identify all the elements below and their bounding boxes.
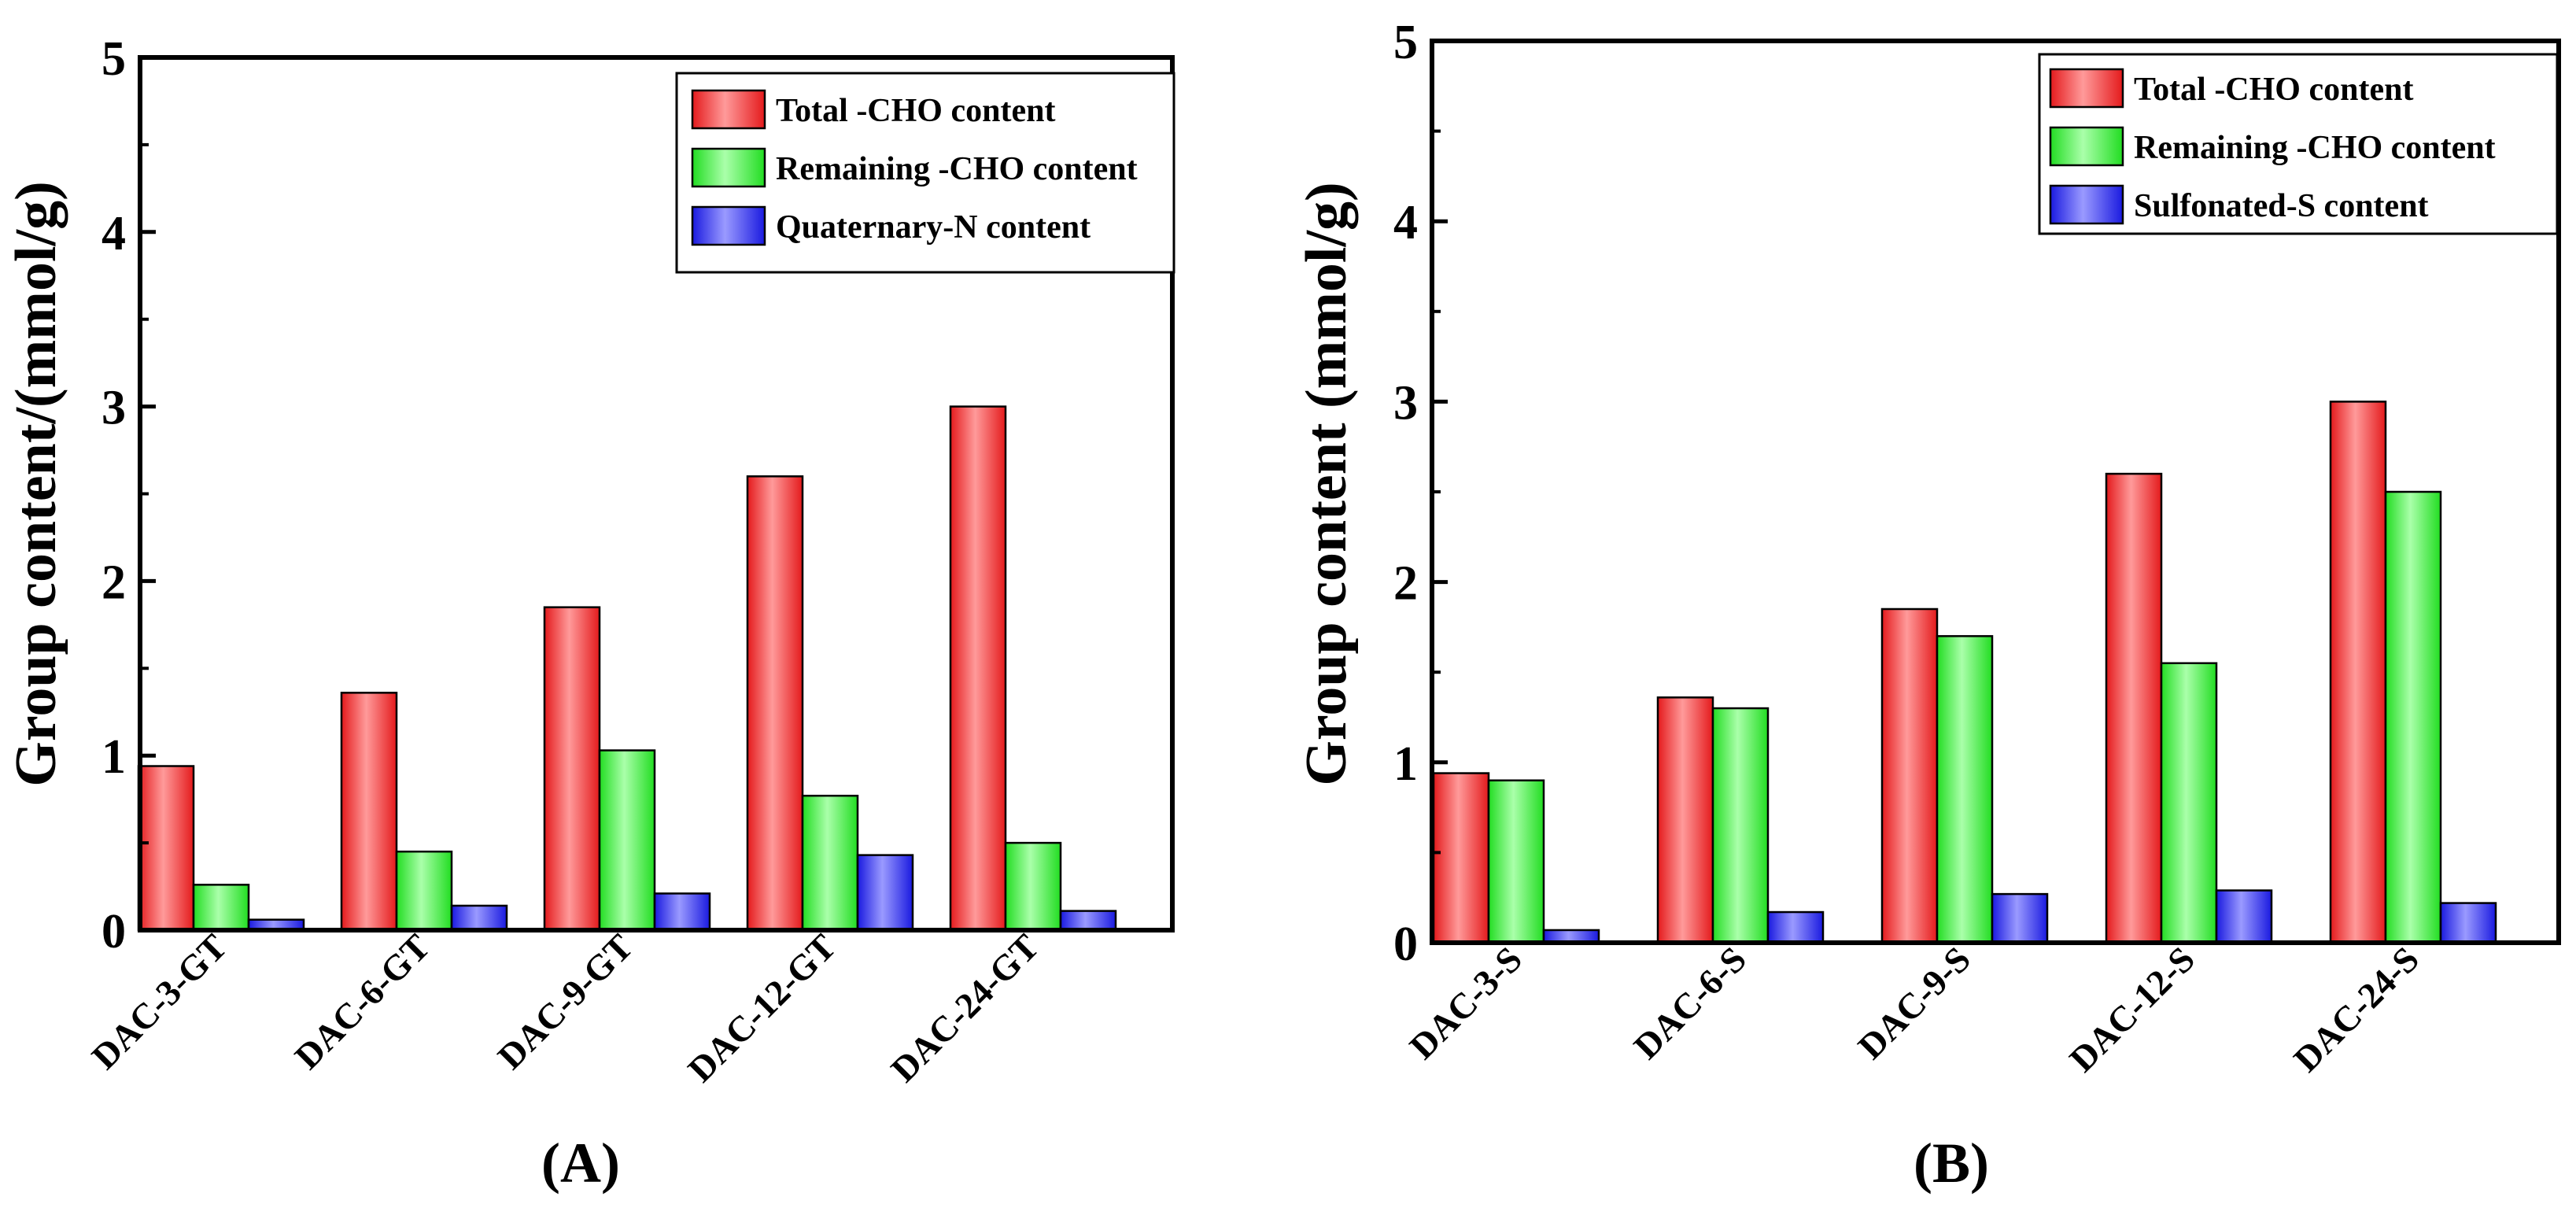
bar-dac-6-gt-remaining-cho-content [395, 850, 453, 932]
bar-dac-12-s-total-cho-content [2105, 472, 2163, 944]
y-tick-label: 3 [101, 382, 126, 435]
legend-swatch [691, 89, 766, 130]
y-tick-label: 3 [1393, 376, 1418, 430]
bar-dac-24-gt-total-cho-content [949, 405, 1007, 932]
y-tick-label: 4 [101, 207, 126, 260]
legend-item-remaining-cho-content: Remaining -CHO content [691, 147, 1138, 188]
panel-label: (B) [1914, 1132, 1989, 1195]
bar-dac-9-s-sulfonated-s-content [1991, 892, 2049, 944]
bar-dac-3-gt-total-cho-content [137, 765, 195, 932]
bar-dac-24-gt-quaternary-n-content [1059, 910, 1117, 932]
bar-dac-6-gt-quaternary-n-content [450, 904, 508, 932]
bar-dac-6-s-sulfonated-s-content [1766, 910, 1825, 944]
x-tick-label: DAC-12-S [2061, 939, 2202, 1080]
bar-dac-12-gt-quaternary-n-content [856, 854, 914, 932]
bar-dac-12-s-sulfonated-s-content [2215, 889, 2273, 944]
bar-dac-24-s-remaining-cho-content [2384, 490, 2442, 944]
bar-dac-24-s-total-cho-content [2329, 401, 2387, 944]
bar-dac-12-gt-remaining-cho-content [801, 794, 859, 932]
x-tick-label: DAC-12-GT [680, 926, 843, 1090]
x-tick-label: DAC-3-S [1402, 939, 1530, 1067]
x-tick-label: DAC-9-GT [490, 926, 640, 1077]
legend-item-total-cho-content: Total -CHO content [2049, 68, 2413, 109]
bar-dac-6-s-remaining-cho-content [1711, 707, 1770, 944]
legend-label: Total -CHO content [776, 93, 1055, 129]
legend-swatch [691, 205, 766, 246]
y-tick-label: 1 [101, 730, 126, 784]
legend-label: Quaternary-N content [776, 209, 1091, 246]
legend-item-remaining-cho-content: Remaining -CHO content [2049, 126, 2496, 167]
bar-dac-12-s-remaining-cho-content [2160, 662, 2218, 944]
legend: Total -CHO content Remaining -CHO content… [2038, 53, 2559, 235]
y-tick-label: 2 [1393, 557, 1418, 611]
panel-label: (A) [541, 1132, 620, 1195]
y-tick-label: 5 [1393, 16, 1418, 69]
legend-item-total-cho-content: Total -CHO content [691, 89, 1055, 130]
legend-label: Remaining -CHO content [776, 151, 1138, 187]
bar-dac-12-gt-total-cho-content [746, 475, 804, 932]
bar-dac-9-gt-remaining-cho-content [598, 749, 656, 932]
y-tick-label: 1 [1393, 737, 1418, 791]
bar-dac-9-s-remaining-cho-content [1936, 635, 1994, 944]
y-axis-label: Group content/(mmol/g) [4, 181, 68, 786]
bar-dac-6-s-total-cho-content [1656, 696, 1714, 944]
legend-swatch [691, 147, 766, 188]
bar-dac-9-gt-quaternary-n-content [653, 892, 711, 932]
legend-label: Total -CHO content [2134, 72, 2413, 108]
legend-item-quaternary-n-content: Quaternary-N content [691, 205, 1091, 246]
legend-box [2038, 53, 2559, 235]
bar-dac-6-gt-total-cho-content [340, 692, 398, 932]
x-tick-label: DAC-6-S [1626, 939, 1755, 1067]
legend-label: Remaining -CHO content [2134, 130, 2496, 166]
bar-dac-3-s-remaining-cho-content [1487, 779, 1545, 944]
bar-dac-3-gt-remaining-cho-content [192, 884, 250, 932]
legend-item-sulfonated-s-content: Sulfonated-S content [2049, 184, 2429, 225]
x-tick-label: DAC-9-S [1851, 939, 1979, 1067]
bar-dac-24-s-sulfonated-s-content [2439, 902, 2497, 944]
legend-swatch [2049, 68, 2124, 109]
legend-swatch [2049, 126, 2124, 167]
y-tick-label: 5 [101, 32, 126, 86]
y-tick-label: 0 [101, 905, 126, 958]
legend: Total -CHO content Remaining -CHO content… [675, 72, 1175, 274]
bar-dac-9-s-total-cho-content [1880, 608, 1939, 944]
y-tick-label: 0 [1393, 918, 1418, 971]
bar-dac-9-gt-total-cho-content [543, 606, 601, 932]
x-tick-label: DAC-24-GT [883, 926, 1046, 1090]
y-tick-label: 2 [101, 556, 126, 609]
bar-dac-24-gt-remaining-cho-content [1004, 841, 1062, 932]
y-tick-label: 4 [1393, 196, 1418, 249]
x-tick-label: DAC-6-GT [287, 926, 437, 1077]
panel-b: Group content (mmol/g) 0 1 2 3 4 5 DAC-3-S DAC… [1294, 16, 2561, 1195]
legend-label: Sulfonated-S content [2134, 188, 2429, 224]
y-axis-label: Group content (mmol/g) [1294, 182, 1359, 785]
bar-dac-3-s-total-cho-content [1432, 772, 1490, 944]
legend-swatch [2049, 184, 2124, 225]
x-tick-label: DAC-24-S [2286, 939, 2427, 1080]
